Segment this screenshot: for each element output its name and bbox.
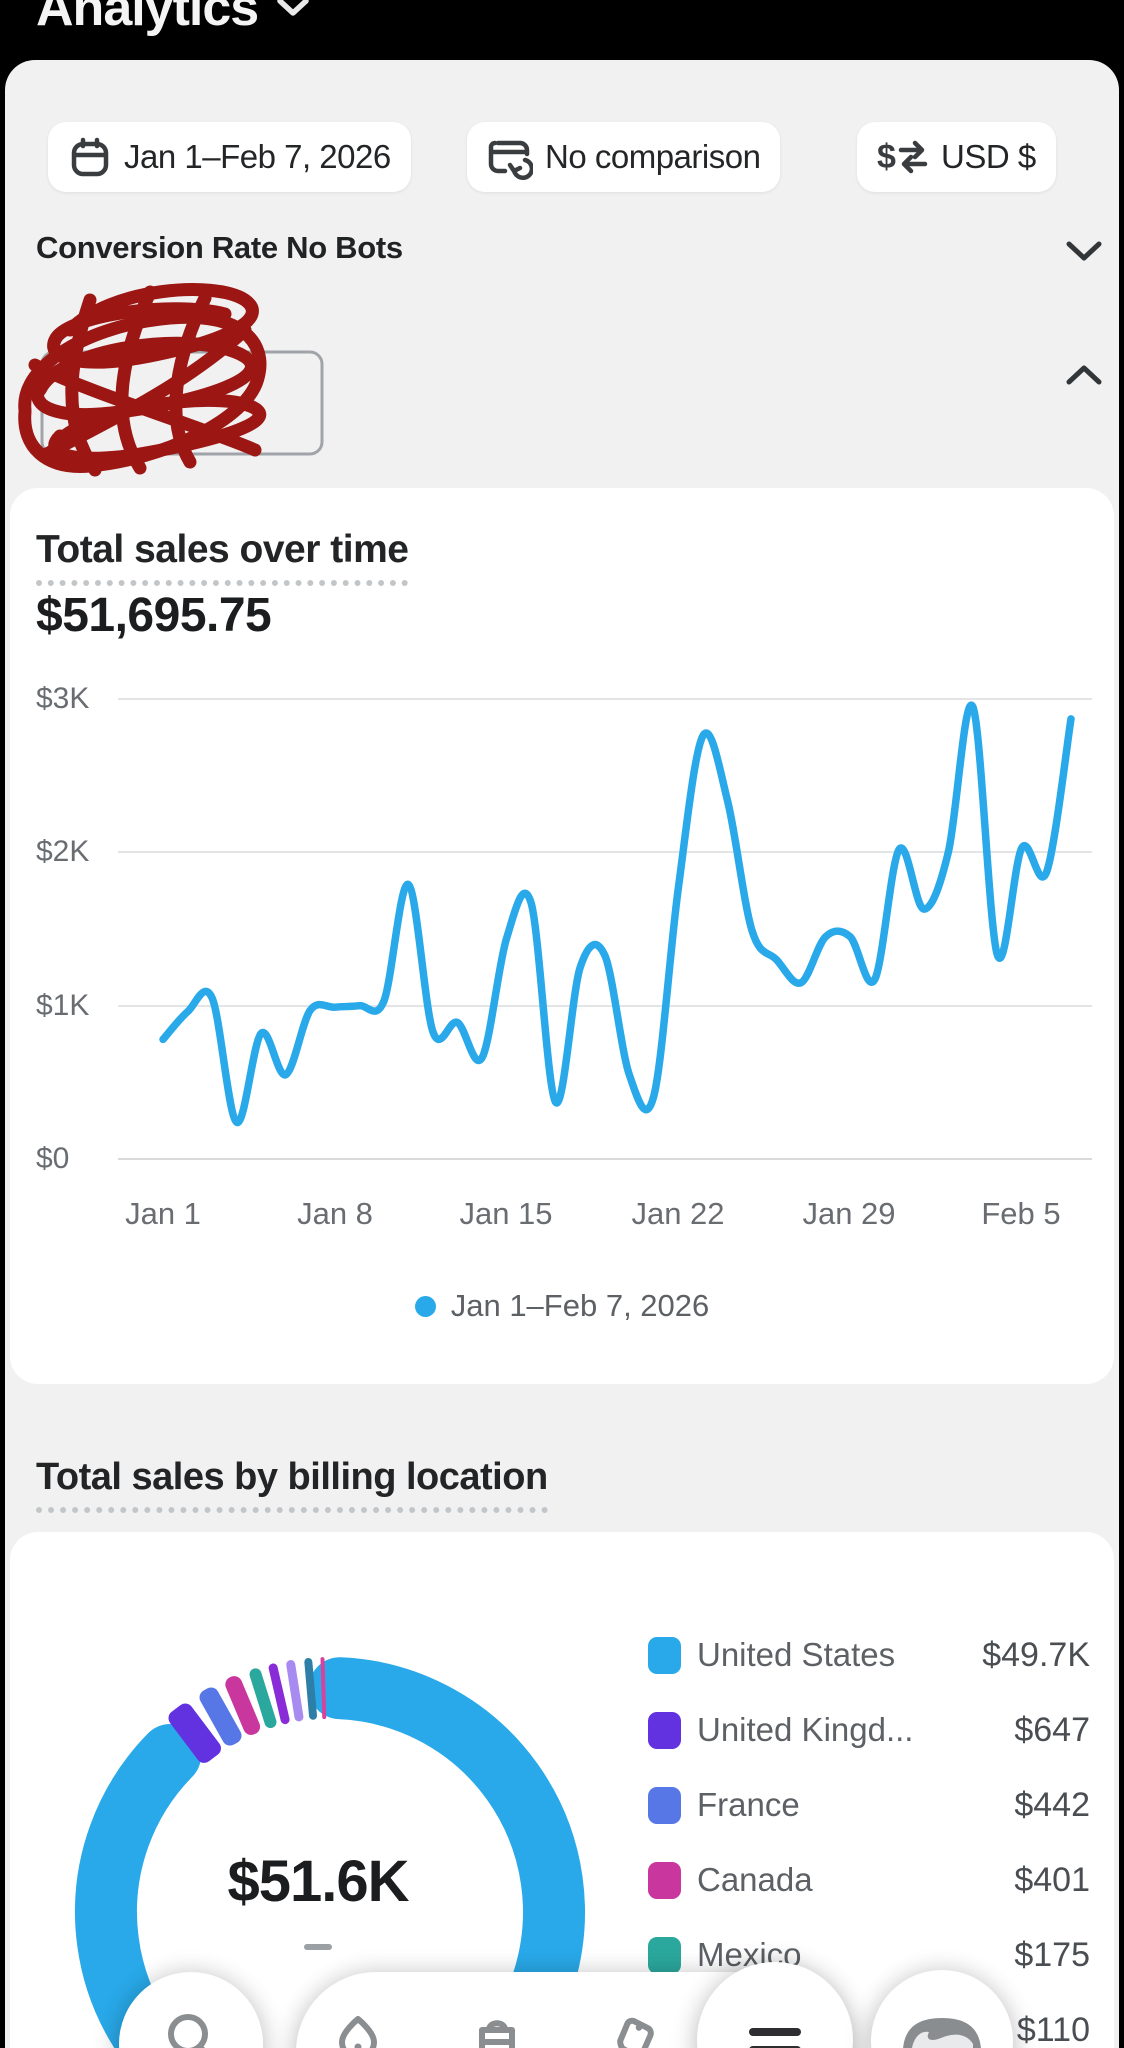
y-tick: $2K — [36, 835, 90, 868]
y-tick: $1K — [36, 989, 90, 1022]
legend-swatch — [648, 1786, 681, 1824]
total-sales-card — [10, 488, 1114, 1384]
chevron-down-icon[interactable] — [1064, 238, 1104, 264]
redaction-scribble — [18, 283, 324, 477]
calendar-icon — [71, 137, 109, 177]
billing-location-donut-chart — [74, 1657, 585, 2048]
comparison-chip[interactable]: No comparison — [467, 122, 781, 192]
chevron-up-icon[interactable] — [1064, 362, 1104, 388]
x-tick: Jan 29 — [802, 1196, 896, 1231]
profile-tab[interactable] — [871, 1970, 1013, 2048]
donut-center-dash — [304, 1944, 332, 1950]
legend-row-united-kingdom: United Kingd... $647 — [648, 1708, 1090, 1752]
search-tab[interactable] — [119, 1972, 263, 2048]
x-tick: Feb 5 — [981, 1196, 1061, 1231]
total-sales-line-chart — [118, 698, 1092, 1160]
date-range-chip[interactable]: Jan 1–Feb 7, 2026 — [48, 122, 411, 192]
legend-row-united-states: United States $49.7K — [648, 1633, 1090, 1677]
comparison-label: No comparison — [545, 138, 761, 175]
legend-swatch — [648, 1636, 681, 1674]
page-title: Analytics — [36, 0, 259, 37]
legend-row-mexico: Mexico $175 — [648, 1933, 1090, 1977]
home-icon[interactable] — [334, 2014, 382, 2048]
y-tick: $0 — [36, 1142, 70, 1175]
billing-location-title[interactable]: Total sales by billing location — [36, 1456, 548, 1513]
x-tick: Jan 22 — [631, 1196, 725, 1231]
menu-icon-bar[interactable] — [749, 2046, 801, 2048]
currency-chip[interactable]: $ USD $ — [857, 122, 1056, 192]
y-tick: $3K — [36, 682, 90, 715]
store-icon[interactable] — [473, 2014, 521, 2048]
legend-swatch — [648, 1936, 681, 1974]
x-tick: Jan 1 — [125, 1196, 201, 1231]
x-tick: Jan 8 — [297, 1196, 373, 1231]
search-icon — [168, 2014, 208, 2048]
legend-swatch — [648, 1711, 681, 1749]
legend-row-canada: Canada $401 — [648, 1858, 1090, 1902]
total-sales-title[interactable]: Total sales over time — [36, 528, 409, 586]
x-tick: Jan 15 — [459, 1196, 553, 1231]
total-sales-value: $51,695.75 — [36, 589, 272, 642]
menu-icon[interactable] — [749, 2028, 801, 2036]
line-chart-legend: Jan 1–Feb 7, 2026 — [0, 1288, 1124, 1324]
legend-series-name: Jan 1–Feb 7, 2026 — [450, 1288, 710, 1323]
currency-label: USD $ — [941, 138, 1036, 175]
chevron-down-icon — [277, 0, 309, 16]
currency-exchange-icon: $ — [877, 138, 928, 176]
page-title-row[interactable]: Analytics — [36, 0, 310, 34]
svg-text:$: $ — [877, 138, 896, 176]
legend-swatch — [648, 1861, 681, 1899]
avatar — [903, 2018, 981, 2048]
calendar-compare-icon — [488, 140, 533, 180]
tag-icon[interactable] — [612, 2014, 660, 2048]
legend-row-france: France $442 — [648, 1783, 1090, 1827]
legend-dot — [414, 1295, 436, 1317]
date-range-label: Jan 1–Feb 7, 2026 — [124, 138, 391, 175]
metric-selector-label: Conversion Rate No Bots — [36, 230, 403, 265]
donut-center-total: $51.6K — [227, 1849, 409, 1914]
